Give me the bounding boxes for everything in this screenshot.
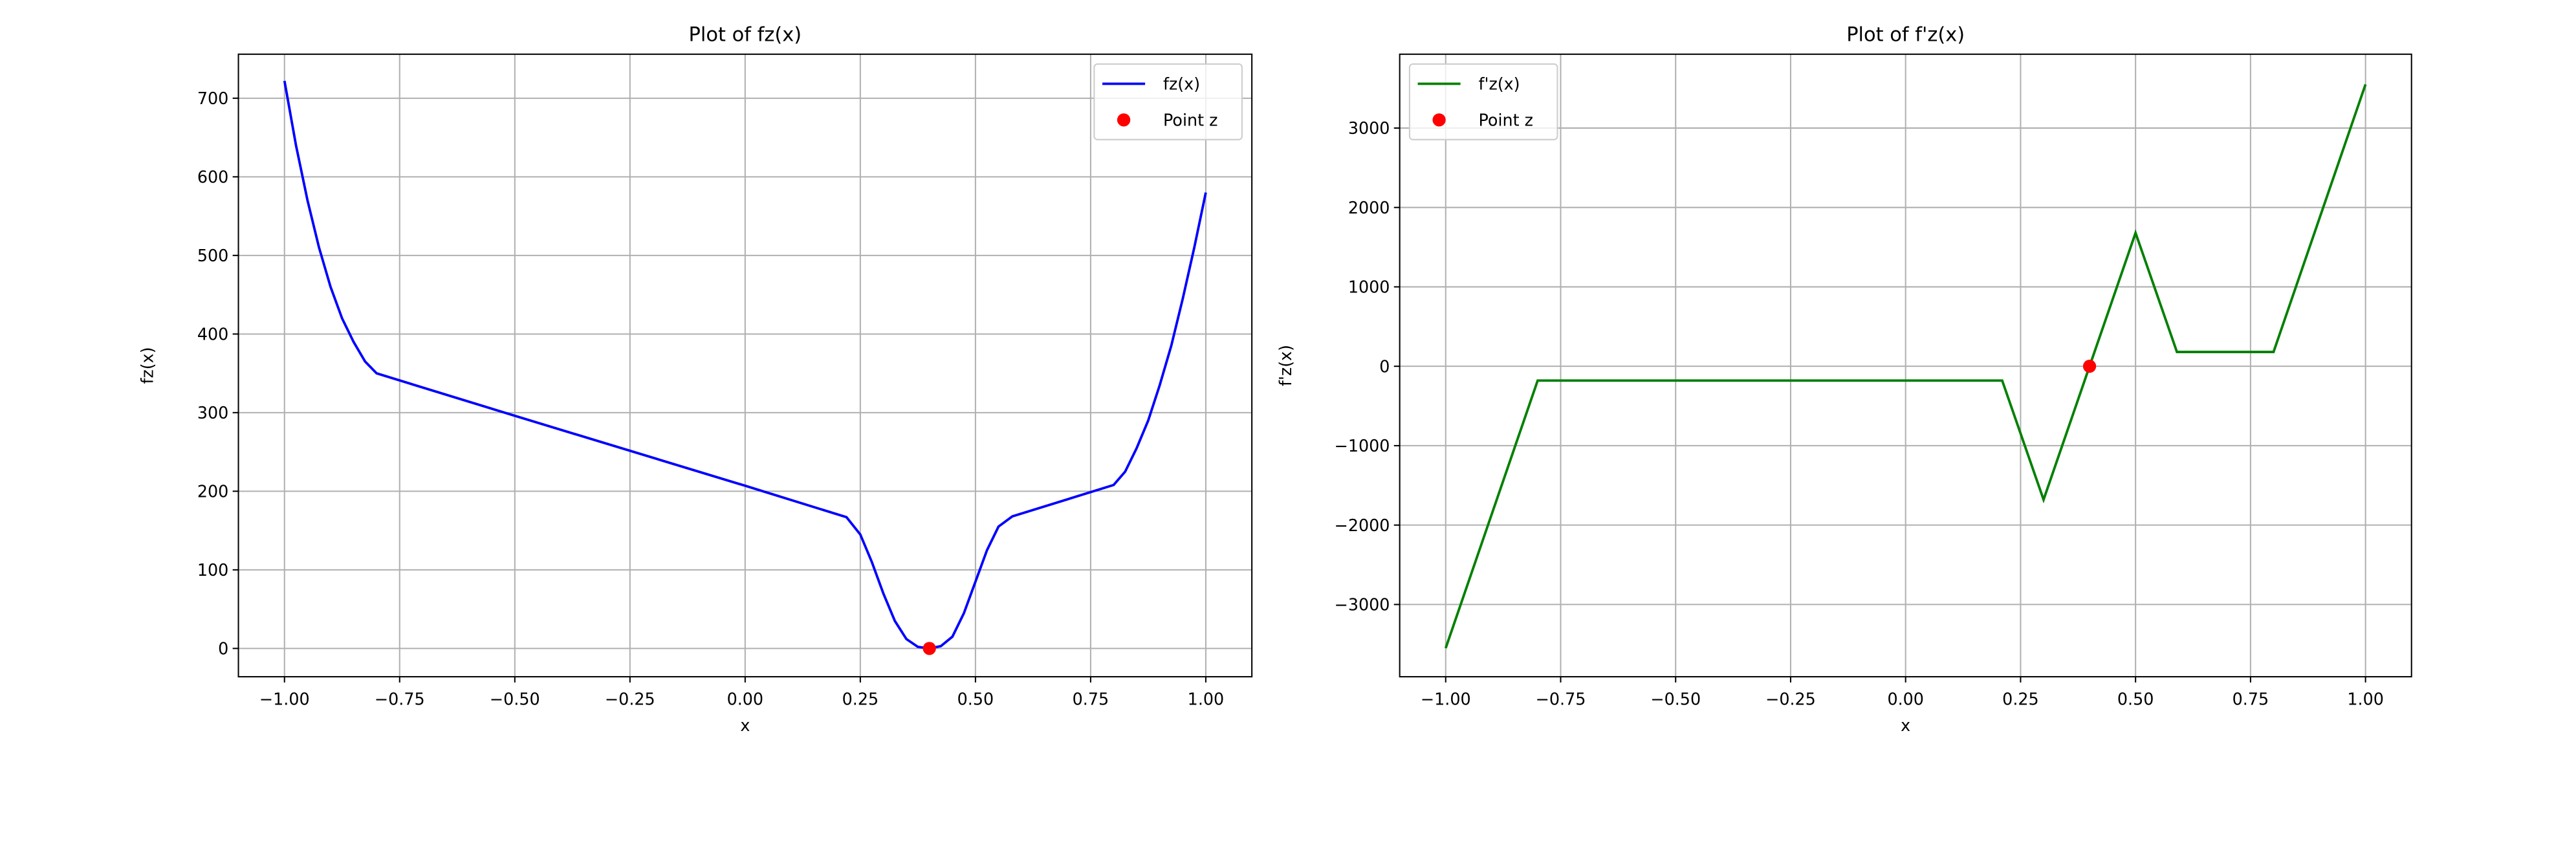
point-marker [2082,360,2097,373]
chart-title: Plot of fz(x) [689,23,802,46]
x-tick-label: −0.25 [605,689,655,708]
y-tick-label: 500 [197,246,228,265]
x-tick-label: 0.50 [2117,689,2154,708]
x-tick-label: 0.25 [2002,689,2039,708]
y-tick-label: 700 [197,89,228,108]
y-tick-label: 3000 [1348,118,1390,138]
x-tick-label: 0.00 [727,689,764,708]
legend-label: f'z(x) [1479,74,1520,94]
x-tick-label: −0.50 [1650,689,1701,708]
chart-title: Plot of f'z(x) [1846,23,1965,46]
y-tick-label: 400 [197,324,228,344]
legend-marker [1432,113,1446,127]
legend: f'z(x) Point z [1408,63,1558,140]
legend-marker [1117,113,1131,127]
y-tick-label: −3000 [1335,595,1390,615]
legend-label: fz(x) [1163,74,1200,94]
point-marker [922,642,936,655]
y-tick-label: 300 [197,403,228,422]
y-tick-label: 2000 [1348,198,1390,217]
x-tick-label: 0.75 [1073,689,1109,708]
x-tick-label: −1.00 [259,689,310,708]
y-tick-label: 0 [218,639,228,658]
data-line [283,80,1207,650]
y-tick-label: −1000 [1335,436,1390,455]
x-tick-label: 0.75 [2232,689,2269,708]
x-tick-label: −0.75 [1536,689,1586,708]
x-tick-label: 0.50 [957,689,994,708]
y-tick-label: 0 [1379,356,1390,376]
y-tick-label: 200 [197,481,228,501]
x-tick-label: −0.75 [375,689,425,708]
y-tick-label: −2000 [1335,516,1390,535]
y-tick-label: 600 [197,167,228,186]
axes-frame [1399,53,2412,678]
x-tick-label: 0.25 [842,689,879,708]
legend-label: Point z [1163,110,1217,129]
y-axis-label: fz(x) [138,347,157,384]
chart: −1.00 −0.75 −0.50 −0.25 0.00 0.25 0.50 0.75 1.00… [1276,23,2412,735]
legend-label: Point z [1479,110,1533,129]
y-tick-label: 100 [197,560,228,580]
x-tick-label: 1.00 [1188,689,1225,708]
chart: −1.00 −0.75 −0.50 −0.25 0.00 0.25 0.50 0.75 1.00… [138,23,1253,735]
x-tick-label: 0.00 [1887,689,1924,708]
x-tick-label: −0.50 [490,689,540,708]
x-tick-label: −0.25 [1765,689,1816,708]
x-axis-label: x [1901,715,1910,735]
x-tick-label: −1.00 [1421,689,1471,708]
x-tick-label: 1.00 [2347,689,2384,708]
y-tick-label: 1000 [1348,278,1390,297]
legend: fz(x) Point z [1093,63,1243,140]
x-axis-label: x [740,715,750,735]
axes-frame [237,53,1253,678]
y-axis-label: f'z(x) [1276,345,1295,386]
